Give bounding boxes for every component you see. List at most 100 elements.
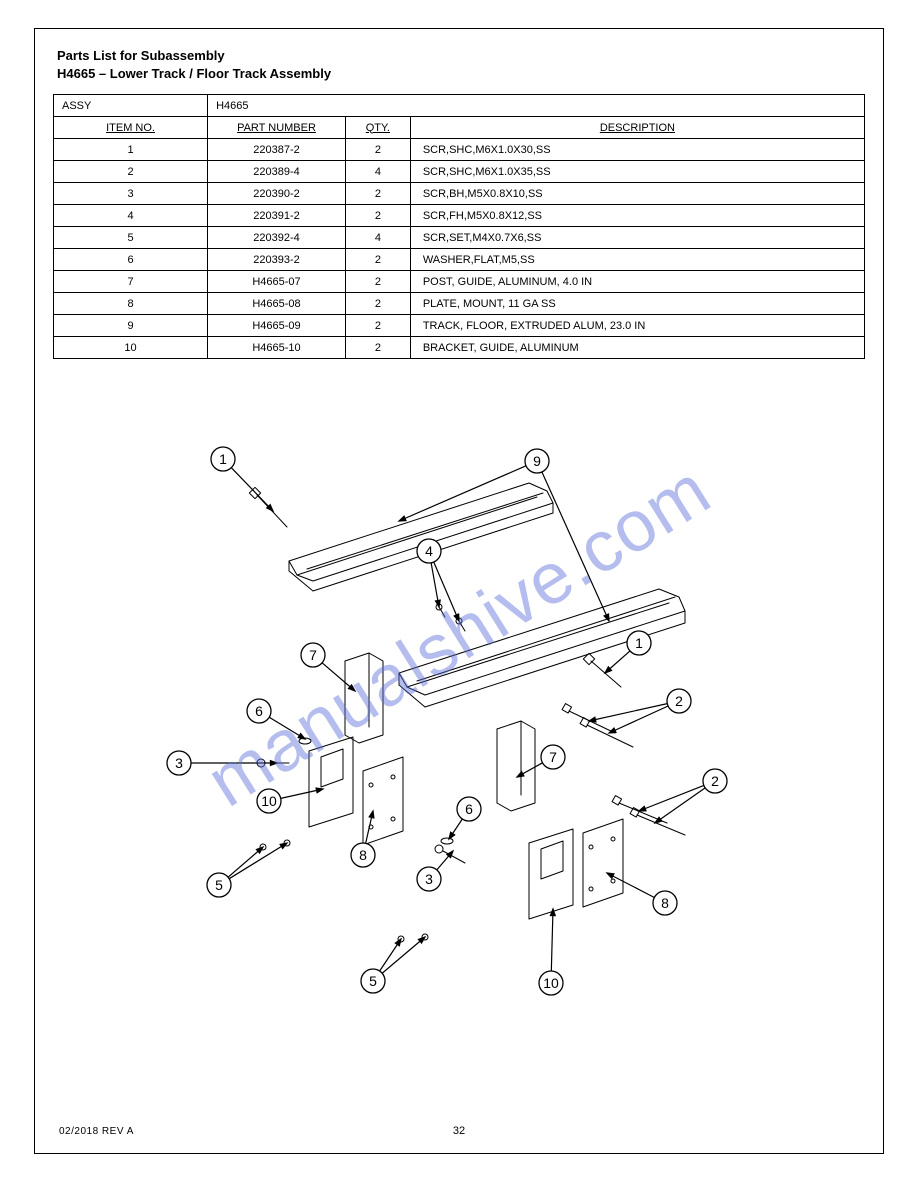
table-cell: 2 [345, 315, 410, 337]
table-row: 4220391-22SCR,FH,M5X0.8X12,SS [54, 205, 865, 227]
table-cell: H4665-08 [208, 293, 346, 315]
page-number: 32 [35, 1125, 883, 1137]
table-cell: 9 [54, 315, 208, 337]
part-bracket-right [529, 829, 573, 919]
table-cell: 220393-2 [208, 249, 346, 271]
table-cell: H4665-10 [208, 337, 346, 359]
table-cell: 2 [345, 249, 410, 271]
col-part: PART NUMBER [208, 117, 346, 139]
assy-value-cell: H4665 [208, 95, 865, 117]
table-row: 6220393-22WASHER,FLAT,M5,SS [54, 249, 865, 271]
balloon-number: 7 [549, 749, 557, 765]
table-cell: 2 [345, 293, 410, 315]
table-cell: 5 [54, 227, 208, 249]
table-cell: 2 [54, 161, 208, 183]
table-row: 1220387-22SCR,SHC,M6X1.0X30,SS [54, 139, 865, 161]
title-block: Parts List for Subassembly H4665 – Lower… [57, 47, 865, 82]
table-cell: SCR,FH,M5X0.8X12,SS [410, 205, 864, 227]
table-row: 5220392-44SCR,SET,M4X0.7X6,SS [54, 227, 865, 249]
table-cell: 3 [54, 183, 208, 205]
assy-label-cell: ASSY [54, 95, 208, 117]
balloon-number: 6 [465, 801, 473, 817]
table-cell: 4 [345, 227, 410, 249]
balloon-number: 3 [175, 755, 183, 771]
table-cell: 220392-4 [208, 227, 346, 249]
table-cell: 220387-2 [208, 139, 346, 161]
table-cell: 1 [54, 139, 208, 161]
balloon-number: 1 [219, 451, 227, 467]
balloon-number: 10 [543, 975, 559, 991]
parts-table-body: 1220387-22SCR,SHC,M6X1.0X30,SS2220389-44… [54, 139, 865, 359]
balloon-number: 2 [675, 693, 683, 709]
balloon-number: 5 [215, 877, 223, 893]
part-plate-right [583, 819, 623, 907]
table-cell: H4665-09 [208, 315, 346, 337]
part-post-left [345, 653, 383, 743]
table-cell: 7 [54, 271, 208, 293]
assy-value: H4665 [216, 100, 248, 112]
exploded-diagram: 1 9 4 1 2 7 6 3 7 2 10 6 8 5 3 8 5 10 [139, 411, 779, 1051]
table-cell: 6 [54, 249, 208, 271]
diagram-balloons: 1 9 4 1 2 7 6 3 7 2 10 6 8 5 3 8 5 10 [167, 447, 727, 995]
parts-table-head: ASSY H4665 ITEM NO. PART NUMBER QTY. DES… [54, 95, 865, 139]
balloon-number: 3 [425, 871, 433, 887]
table-cell: H4665-07 [208, 271, 346, 293]
table-cell: 220390-2 [208, 183, 346, 205]
part-screw-2a [562, 704, 633, 747]
table-cell: SCR,BH,M5X0.8X10,SS [410, 183, 864, 205]
table-cell: TRACK, FLOOR, EXTRUDED ALUM, 23.0 IN [410, 315, 864, 337]
table-row: 9H4665-092TRACK, FLOOR, EXTRUDED ALUM, 2… [54, 315, 865, 337]
parts-table: ASSY H4665 ITEM NO. PART NUMBER QTY. DES… [53, 94, 865, 359]
part-washer-right [441, 838, 453, 844]
table-row: 7H4665-072POST, GUIDE, ALUMINUM, 4.0 IN [54, 271, 865, 293]
table-cell: SCR,SHC,M6X1.0X30,SS [410, 139, 864, 161]
table-cell: WASHER,FLAT,M5,SS [410, 249, 864, 271]
table-cell: 2 [345, 139, 410, 161]
part-plate-left [363, 757, 403, 845]
diagram-parts-art [249, 483, 685, 942]
title-line-1: Parts List for Subassembly [57, 47, 865, 65]
balloon-number: 5 [369, 973, 377, 989]
balloon-number: 8 [661, 895, 669, 911]
balloon-number: 2 [711, 773, 719, 789]
table-cell: SCR,SET,M4X0.7X6,SS [410, 227, 864, 249]
parts-table-row-headers: ITEM NO. PART NUMBER QTY. DESCRIPTION [54, 117, 865, 139]
table-cell: 10 [54, 337, 208, 359]
table-cell: 220389-4 [208, 161, 346, 183]
part-screw-1b [583, 653, 621, 687]
balloon-number: 7 [309, 647, 317, 663]
table-row: 8H4665-082PLATE, MOUNT, 11 GA SS [54, 293, 865, 315]
col-desc: DESCRIPTION [410, 117, 864, 139]
balloon-number: 4 [425, 543, 433, 559]
title-line-2: H4665 – Lower Track / Floor Track Assemb… [57, 65, 865, 83]
table-cell: BRACKET, GUIDE, ALUMINUM [410, 337, 864, 359]
col-item: ITEM NO. [54, 117, 208, 139]
table-cell: 220391-2 [208, 205, 346, 227]
balloon-number: 10 [261, 793, 277, 809]
balloon-number: 8 [359, 847, 367, 863]
table-cell: 4 [345, 161, 410, 183]
table-cell: 8 [54, 293, 208, 315]
table-cell: 4 [54, 205, 208, 227]
part-screw-4 [436, 604, 465, 631]
content-frame: Parts List for Subassembly H4665 – Lower… [34, 28, 884, 1154]
table-row: 2220389-44SCR,SHC,M6X1.0X35,SS [54, 161, 865, 183]
balloon-number: 9 [533, 453, 541, 469]
part-track-upper [289, 483, 553, 591]
table-cell: 2 [345, 337, 410, 359]
table-cell: 2 [345, 271, 410, 293]
table-cell: PLATE, MOUNT, 11 GA SS [410, 293, 864, 315]
table-cell: SCR,SHC,M6X1.0X35,SS [410, 161, 864, 183]
part-bracket-left [309, 737, 353, 827]
part-post-right [497, 721, 535, 811]
col-qty: QTY. [345, 117, 410, 139]
table-cell: 2 [345, 205, 410, 227]
exploded-diagram-wrap: 1 9 4 1 2 7 6 3 7 2 10 6 8 5 3 8 5 10 [35, 411, 883, 1135]
page: Parts List for Subassembly H4665 – Lower… [0, 0, 918, 1188]
balloon-number: 1 [635, 635, 643, 651]
table-row: 10H4665-102BRACKET, GUIDE, ALUMINUM [54, 337, 865, 359]
table-cell: POST, GUIDE, ALUMINUM, 4.0 IN [410, 271, 864, 293]
assy-label: ASSY [62, 100, 91, 112]
balloon-number: 6 [255, 703, 263, 719]
table-cell: 2 [345, 183, 410, 205]
